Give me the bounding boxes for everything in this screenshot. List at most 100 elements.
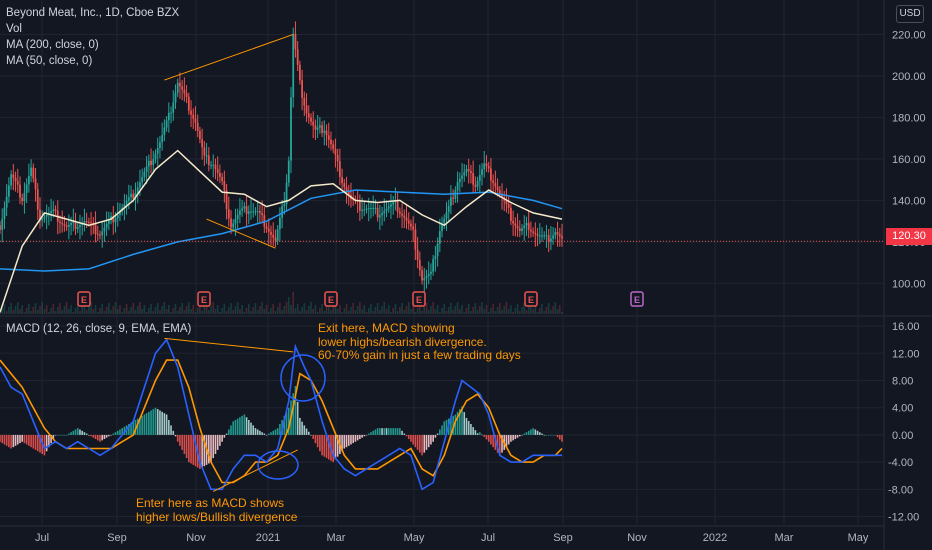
candle-body <box>456 181 459 191</box>
volume-bar <box>481 302 483 314</box>
volume-bar <box>454 306 457 314</box>
candle-body <box>525 222 528 226</box>
volume-bar <box>79 311 81 314</box>
legend-ma50[interactable]: MA (50, close, 0) <box>6 55 93 67</box>
currency-button[interactable]: USD <box>896 5 924 23</box>
volume-bar <box>407 302 410 314</box>
legend-ma200[interactable]: MA (200, close, 0) <box>6 39 99 51</box>
macd-legend[interactable]: MACD (12, 26, close, 9, EMA, EMA) <box>6 321 191 337</box>
macd-histogram-bar <box>54 434 57 436</box>
candle-body <box>321 125 323 133</box>
candle-body <box>281 206 284 218</box>
volume-bar <box>396 311 399 314</box>
volume-bar <box>256 310 259 314</box>
macd-histogram-bar <box>474 430 477 435</box>
macd-histogram-bar <box>59 434 61 436</box>
volume-bar <box>401 303 403 314</box>
macd-histogram-bar <box>227 429 230 435</box>
volume-bar <box>485 305 488 314</box>
macd-histogram-bar <box>279 424 281 435</box>
macd-title: MACD (12, 26, close, 9, EMA, EMA) <box>6 323 192 335</box>
macd-histogram-bar <box>283 415 286 435</box>
macd-histogram-bar <box>225 433 228 435</box>
candle-body <box>52 209 55 212</box>
candle-body <box>510 207 512 222</box>
candle-body <box>134 192 137 199</box>
macd-histogram-bar <box>352 434 354 444</box>
macd-histogram-bar <box>450 417 452 435</box>
volume-bar <box>336 309 339 314</box>
volume-bar <box>276 307 279 314</box>
candle-body <box>427 273 430 277</box>
volume-bar <box>376 303 379 314</box>
volume-bar <box>558 305 561 314</box>
volume-bar <box>356 306 359 314</box>
volume-bar <box>201 311 203 314</box>
macd-histogram-bar <box>194 434 197 467</box>
candle-body <box>70 222 72 225</box>
candle-body <box>467 169 470 172</box>
candle-body <box>245 206 248 214</box>
candle-body <box>527 222 530 230</box>
candle-body <box>25 184 28 193</box>
macd-histogram-bar <box>425 434 428 450</box>
volume-bar <box>290 305 292 314</box>
volume-bar <box>245 308 248 314</box>
candle-body <box>374 207 377 209</box>
candle-body <box>381 213 383 216</box>
candle-body <box>425 276 428 279</box>
macd-histogram-bar <box>385 428 388 435</box>
volume-bar <box>345 304 348 314</box>
candle-body <box>432 259 435 272</box>
macd-histogram-bar <box>36 434 39 452</box>
volume-bar <box>414 312 417 314</box>
macd-histogram-bar <box>188 434 190 463</box>
legend-volume[interactable]: Vol <box>6 23 22 35</box>
y-tick-label: 140.00 <box>892 195 926 207</box>
candle-body <box>194 118 197 123</box>
macd-histogram-bar <box>239 417 241 435</box>
volume-bar <box>383 302 386 314</box>
x-tick-label: 2021 <box>256 532 280 544</box>
volume-bar <box>363 305 366 314</box>
macd-histogram-bar <box>183 434 186 454</box>
candle-body <box>547 235 550 242</box>
volume-bar <box>250 311 252 314</box>
macd-histogram-bar <box>192 434 195 465</box>
earnings-marker <box>324 291 338 307</box>
volume-bar <box>114 302 117 314</box>
volume-bar <box>339 305 341 314</box>
x-tick-label: Mar <box>775 532 794 544</box>
candle-body <box>176 82 179 93</box>
candle-body <box>483 163 486 170</box>
volume-bar <box>474 303 477 314</box>
volume-bar <box>403 310 406 314</box>
candle-body <box>252 211 255 213</box>
candle-body <box>10 174 13 186</box>
volume-bar <box>139 302 141 314</box>
macd-histogram-bar <box>441 425 443 435</box>
volume-bar <box>30 311 32 314</box>
macd-histogram-bar <box>354 434 357 442</box>
volume-bar <box>507 309 510 314</box>
macd-histogram-bar <box>521 434 523 436</box>
volume-bar <box>12 310 15 314</box>
candle-body <box>14 177 17 182</box>
macd-histogram-bar <box>403 433 406 435</box>
candle-body <box>130 193 132 198</box>
macd-histogram-bar <box>121 428 123 435</box>
macd-histogram-bar <box>61 434 63 436</box>
volume-bar <box>341 312 343 314</box>
volume-bar <box>381 306 383 314</box>
x-tick-label: Sep <box>553 532 573 544</box>
macd-histogram-bar <box>523 433 526 435</box>
macd-histogram-bar <box>319 434 321 452</box>
candle-body <box>243 206 246 209</box>
volume-bar <box>96 312 99 314</box>
volume-bar <box>439 312 441 314</box>
macd-histogram-bar <box>387 428 390 435</box>
candle-body <box>430 271 432 274</box>
exit-circle <box>280 354 326 402</box>
macd-histogram-bar <box>507 434 510 445</box>
